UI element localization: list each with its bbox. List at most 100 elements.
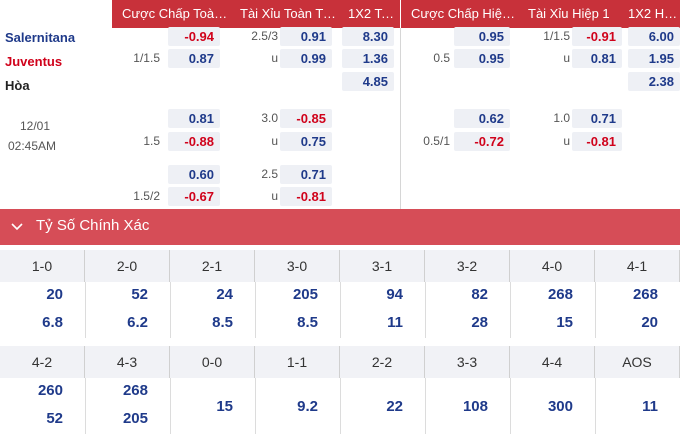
fh-handicap-away-odds[interactable]: 0.95 [454, 49, 510, 68]
ft-ou-line: 2.5/3 [251, 29, 278, 43]
score-odds-away[interactable]: 52 [46, 410, 63, 427]
ft-handicap-home-odds[interactable]: -0.94 [168, 27, 220, 46]
column-divider [85, 282, 86, 338]
header-full-time-handicap[interactable]: Cược Chấp Toàn ... [112, 0, 230, 28]
score-odds[interactable]: 11 [642, 398, 658, 415]
fh-handicap-home-odds[interactable]: 0.95 [454, 27, 510, 46]
score-odds-away[interactable]: 28 [471, 314, 488, 331]
score-odds-home[interactable]: 260 [37, 382, 63, 399]
column-divider [85, 378, 86, 434]
fh-ou-over-odds[interactable]: -0.91 [572, 27, 622, 46]
score-label: 0-0 [170, 346, 255, 378]
fh-alt-handicap-line: 0.5/1 [423, 134, 450, 148]
fh-alt-ou-under-odds[interactable]: -0.81 [572, 132, 622, 151]
score-label: 4-2 [0, 346, 85, 378]
ft-alt2-ou-over-odds[interactable]: 0.71 [280, 165, 332, 184]
ft-ou-over-odds[interactable]: 0.91 [280, 27, 332, 46]
column-divider [340, 378, 341, 434]
score-odds-home[interactable]: 268 [632, 286, 658, 303]
score-odds-away[interactable]: 6.8 [42, 314, 63, 331]
score-odds[interactable]: 300 [547, 398, 573, 415]
chevron-down-icon[interactable] [10, 219, 24, 233]
score-odds-home[interactable]: 82 [471, 286, 488, 303]
draw-label: Hòa [5, 78, 30, 93]
score-odds-away[interactable]: 15 [556, 314, 573, 331]
fh-alt-ou-over-odds[interactable]: 0.71 [572, 109, 622, 128]
ft-alt-ou-under-odds[interactable]: 0.75 [280, 132, 332, 151]
header-first-half-1x2[interactable]: 1X2 Hiệ... [618, 0, 680, 28]
header-first-half-over-under[interactable]: Tài Xỉu Hiệp 1 [518, 0, 618, 28]
score-odds-home[interactable]: 20 [46, 286, 63, 303]
home-team-name: Salernitana [5, 30, 76, 45]
ft-alt-ou-line: 3.0 [261, 111, 278, 125]
score-odds-home[interactable]: 268 [122, 382, 148, 399]
score-odds-home[interactable]: 94 [386, 286, 403, 303]
score-odds[interactable]: 22 [386, 398, 403, 415]
ft-ou-under-label: u [271, 51, 278, 65]
score-odds-home[interactable]: 205 [292, 286, 318, 303]
correct-score-row-2: 4-2 260 52 4-3 268 205 0-0 15 1-1 9.2 2-2 22 3-3 108 4… [0, 346, 680, 440]
score-odds-away[interactable]: 6.2 [127, 314, 148, 331]
fh-1x2-draw-odds[interactable]: 2.38 [628, 72, 680, 91]
ft-1x2-draw-odds[interactable]: 4.85 [342, 72, 394, 91]
column-divider [595, 282, 596, 338]
column-divider [425, 282, 426, 338]
fh-1x2-home-odds[interactable]: 6.00 [628, 27, 680, 46]
fh-alt-handicap-away-odds[interactable]: -0.72 [454, 132, 510, 151]
score-odds[interactable]: 9.2 [297, 398, 318, 415]
ft-alt-handicap-away-odds[interactable]: -0.88 [168, 132, 220, 151]
ft-alt-ou-over-odds[interactable]: -0.85 [280, 109, 332, 128]
score-odds-away[interactable]: 205 [122, 410, 148, 427]
score-label: 2-0 [85, 250, 170, 282]
ft-alt2-handicap-line: 1.5/2 [133, 189, 160, 203]
correct-score-section-bar[interactable]: Tỷ Số Chính Xác [0, 209, 680, 245]
fh-handicap-line: 0.5 [433, 51, 450, 65]
column-divider [595, 378, 596, 434]
score-odds[interactable]: 108 [462, 398, 488, 415]
score-label: 4-0 [510, 250, 595, 282]
score-odds-away[interactable]: 8.5 [297, 314, 318, 331]
ft-ou-under-odds[interactable]: 0.99 [280, 49, 332, 68]
ft-alt2-handicap-away-odds[interactable]: -0.67 [168, 187, 220, 206]
header-first-half-handicap[interactable]: Cược Chấp Hiệp 1 [400, 0, 518, 28]
ft-alt2-ou-line: 2.5 [261, 167, 278, 181]
column-divider [170, 282, 171, 338]
header-full-time-1x2[interactable]: 1X2 Toà... [338, 0, 400, 28]
ft-alt-ou-under-label: u [271, 134, 278, 148]
column-divider [170, 378, 171, 434]
column-divider [340, 282, 341, 338]
score-label: AOS [595, 346, 680, 378]
ft-1x2-home-odds[interactable]: 8.30 [342, 27, 394, 46]
score-odds-home[interactable]: 268 [547, 286, 573, 303]
score-odds-home[interactable]: 52 [131, 286, 148, 303]
ft-handicap-line: 1/1.5 [133, 51, 160, 65]
column-divider [510, 378, 511, 434]
ft-alt2-ou-under-odds[interactable]: -0.81 [280, 187, 332, 206]
score-label: 2-1 [170, 250, 255, 282]
fh-alt-handicap-home-odds[interactable]: 0.62 [454, 109, 510, 128]
ft-alt-handicap-home-odds[interactable]: 0.81 [168, 109, 220, 128]
ft-alt2-ou-under-label: u [271, 189, 278, 203]
fh-ou-under-odds[interactable]: 0.81 [572, 49, 622, 68]
score-label: 1-1 [255, 346, 340, 378]
column-divider [425, 378, 426, 434]
score-odds-away[interactable]: 20 [641, 314, 658, 331]
score-label: 4-4 [510, 346, 595, 378]
score-odds[interactable]: 15 [216, 398, 233, 415]
ft-alt2-handicap-home-odds[interactable]: 0.60 [168, 165, 220, 184]
fh-ou-under-label: u [563, 51, 570, 65]
score-label: 4-1 [595, 250, 680, 282]
score-odds-home[interactable]: 24 [216, 286, 233, 303]
score-label: 2-2 [340, 346, 425, 378]
ft-handicap-away-odds[interactable]: 0.87 [168, 49, 220, 68]
fh-alt-ou-line: 1.0 [553, 111, 570, 125]
fh-1x2-away-odds[interactable]: 1.95 [628, 49, 680, 68]
score-label: 4-3 [85, 346, 170, 378]
score-label: 1-0 [0, 250, 85, 282]
header-full-time-over-under[interactable]: Tài Xỉu Toàn Trận [230, 0, 338, 28]
score-odds-away[interactable]: 8.5 [212, 314, 233, 331]
ft-1x2-away-odds[interactable]: 1.36 [342, 49, 394, 68]
score-label: 3-0 [255, 250, 340, 282]
score-odds-away[interactable]: 11 [387, 314, 403, 331]
correct-score-title: Tỷ Số Chính Xác [36, 217, 150, 234]
